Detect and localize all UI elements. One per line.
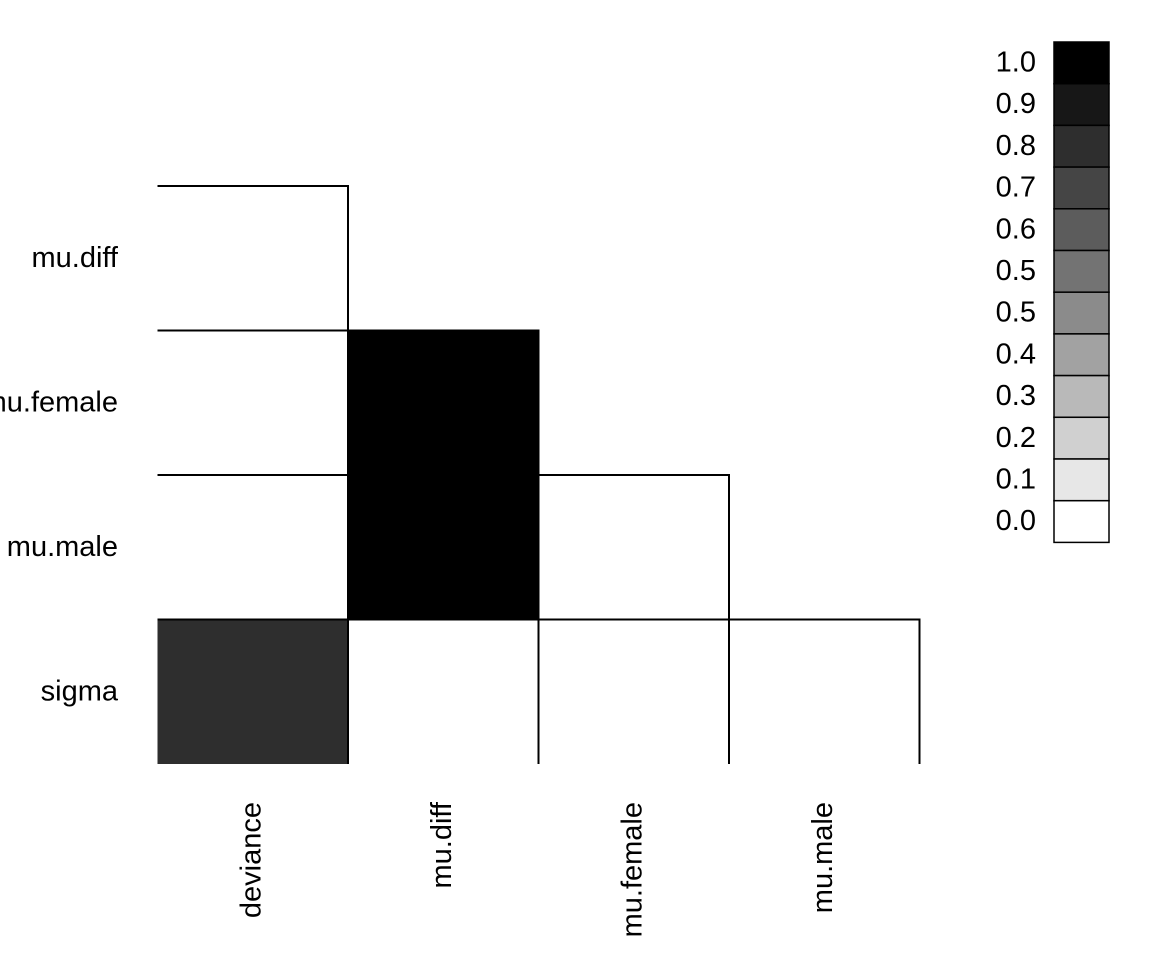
legend-swatch-4 [1053, 208, 1110, 252]
legend-label-11: 0.0 [996, 505, 1036, 537]
legend-swatch-7 [1053, 333, 1110, 377]
x-axis-labels: deviance mu.diff mu.female mu.male [235, 801, 839, 937]
legend-swatch-11 [1053, 499, 1110, 544]
cell-sigma-mu-male [729, 619, 920, 764]
cell-sigma-mu-female [538, 619, 729, 764]
legend-swatch-5 [1053, 249, 1110, 293]
legend-label-7: 0.4 [996, 338, 1036, 370]
legend-label-0: 1.0 [996, 47, 1036, 79]
x-tick-label-mu-female: mu.female [616, 802, 648, 937]
cell-border-mu-female-mu-diff [348, 329, 540, 475]
legend-label-4: 0.6 [996, 213, 1036, 245]
legend-swatch-1 [1053, 82, 1110, 127]
legend-label-8: 0.3 [996, 380, 1036, 412]
y-tick-label-mu-diff: mu.diff [31, 242, 118, 274]
legend: 1.0 0.9 0.8 0.7 0.6 0.5 0.5 0.4 0.3 0.2 0.1 0.0 [996, 41, 1110, 544]
y-tick-label-sigma: sigma [41, 675, 119, 707]
legend-label-6: 0.5 [996, 297, 1036, 329]
legend-label-9: 0.2 [996, 422, 1036, 454]
y-tick-label-mu-male: mu.male [7, 531, 118, 563]
legend-swatch-6 [1053, 291, 1110, 335]
x-tick-label-mu-male: mu.male [807, 802, 839, 913]
cell-mu-male-mu-diff [348, 475, 539, 620]
legend-label-1: 0.9 [996, 88, 1036, 120]
cell-mu-male-deviance [157, 475, 348, 620]
legend-swatch-0 [1053, 41, 1110, 85]
x-tick-label-deviance: deviance [235, 802, 267, 918]
cell-mu-female-deviance [157, 330, 348, 475]
legend-label-5: 0.5 [996, 255, 1036, 287]
cell-border-mu-diff-deviance [157, 185, 349, 331]
legend-swatch-10 [1053, 458, 1110, 502]
x-tick-label-mu-diff: mu.diff [426, 801, 458, 888]
cell-sigma-deviance [157, 619, 348, 764]
cell-border-sigma-mu-male [729, 618, 921, 764]
cell-border-mu-male-mu-female [538, 474, 730, 620]
cell-mu-diff-deviance [157, 186, 348, 331]
cell-sigma-mu-diff [348, 619, 539, 764]
legend-label-2: 0.8 [996, 130, 1036, 162]
legend-swatch-3 [1053, 166, 1110, 210]
cell-mu-female-mu-diff [348, 330, 539, 475]
y-axis-labels: mu.diff mu.female mu.male sigma [0, 242, 119, 708]
cell-mu-male-mu-female [538, 475, 729, 620]
heatmap-cells [157, 185, 921, 764]
legend-swatch-2 [1053, 124, 1110, 168]
legend-swatch-9 [1053, 416, 1110, 460]
legend-label-10: 0.1 [996, 464, 1036, 496]
legend-swatch-8 [1053, 374, 1110, 419]
y-tick-label-mu-female: mu.female [0, 386, 118, 418]
legend-label-3: 0.7 [996, 172, 1036, 204]
